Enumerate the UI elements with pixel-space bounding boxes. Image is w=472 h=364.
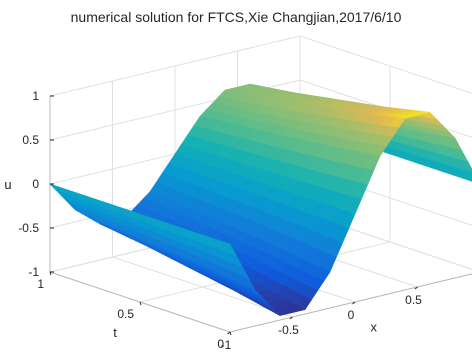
u-axis-label: u — [4, 177, 11, 192]
u-tick-label: 0 — [32, 177, 39, 191]
x-tick-label: 0 — [348, 308, 355, 322]
t-tick-label: 1 — [37, 277, 44, 291]
x-tick-label: 0.5 — [405, 293, 422, 307]
x-tick-mark — [352, 301, 356, 305]
x-tick-label: -0.5 — [278, 323, 299, 337]
u-tick-label: -1 — [28, 265, 39, 279]
t-axis-label: t — [113, 325, 117, 340]
t-tick-mark — [229, 331, 232, 336]
u-tick-label: 0.5 — [22, 133, 39, 147]
u-tick-label: -0.5 — [18, 221, 39, 235]
chart-title: numerical solution for FTCS,Xie Changjia… — [70, 9, 402, 25]
t-tick-mark — [139, 301, 142, 306]
t-tick-label: 0 — [217, 337, 224, 351]
x-axis-label: x — [371, 320, 378, 335]
x-tick-mark — [414, 286, 418, 290]
back-wall-gridline — [299, 35, 472, 94]
surface-layer — [49, 83, 472, 316]
t-tick-label: 0.5 — [117, 307, 134, 321]
x-tick-label: -1 — [221, 338, 232, 352]
x-tick-mark — [227, 331, 231, 335]
x-tick-mark — [289, 316, 293, 320]
u-tick-label: 1 — [32, 89, 39, 103]
surface-patch — [220, 240, 237, 256]
back-wall-gridline — [49, 35, 301, 97]
